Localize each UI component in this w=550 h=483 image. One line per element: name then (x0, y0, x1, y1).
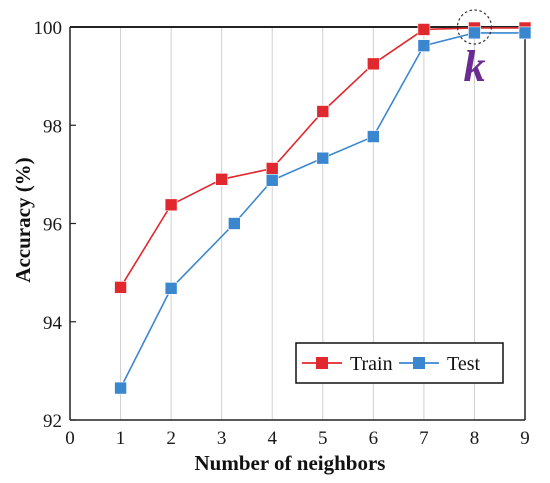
marker-train-6 (417, 23, 431, 36)
marker-test-7 (468, 26, 481, 40)
x-axis-title: Number of neighbors (195, 451, 386, 475)
x-tick-label-0: 0 (65, 428, 75, 449)
k-annotation: k (463, 42, 485, 91)
marker-train-0 (114, 281, 127, 294)
series-lines (114, 21, 532, 395)
marker-train-1 (164, 198, 178, 212)
tick-labels: 92 94 96 98 100 0 1 2 3 4 5 6 7 8 9 (34, 18, 530, 449)
marker-train-2 (215, 172, 228, 186)
legend-label-test: Test (447, 353, 480, 375)
marker-train-4 (316, 105, 330, 118)
y-tick-label-100: 100 (34, 18, 63, 39)
legend-marker-test (413, 357, 425, 369)
x-tick-label-7: 7 (419, 428, 429, 449)
marker-test-1 (164, 282, 178, 295)
y-tick-label-94: 94 (43, 313, 63, 334)
grid-lines (120, 27, 475, 420)
marker-test-8 (518, 26, 532, 40)
x-tick-label-1: 1 (116, 428, 126, 449)
marker-train-5 (367, 57, 380, 71)
x-tick-label-6: 6 (369, 428, 379, 449)
legend: Train Test (295, 342, 504, 384)
marker-test-3 (265, 173, 279, 187)
x-tick-label-9: 9 (520, 428, 530, 449)
marker-test-4 (316, 151, 330, 165)
annotation-group: k (456, 9, 493, 91)
legend-label-train: Train (350, 353, 393, 375)
x-tick-label-5: 5 (318, 428, 328, 449)
marker-test-6 (417, 39, 431, 52)
marker-train-3 (265, 162, 279, 175)
x-tick-label-4: 4 (267, 428, 277, 449)
highlight-circle (456, 9, 493, 45)
legend-marker-train (316, 357, 328, 369)
y-tick-label-92: 92 (43, 411, 62, 432)
x-tick-label-8: 8 (470, 428, 480, 449)
plot-frame (69, 26, 526, 421)
marker-test-0 (114, 381, 127, 395)
x-tick-label-3: 3 (217, 428, 227, 449)
marker-test-5 (367, 130, 380, 143)
y-axis-title: Accuracy (%) (11, 157, 35, 282)
marker-test-2 (228, 217, 241, 230)
y-tick-label-98: 98 (43, 116, 62, 137)
y-tick-label-96: 96 (43, 215, 62, 236)
x-tick-label-2: 2 (166, 428, 176, 449)
